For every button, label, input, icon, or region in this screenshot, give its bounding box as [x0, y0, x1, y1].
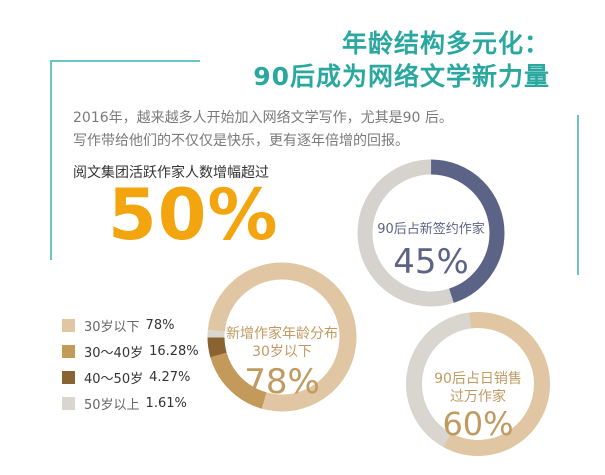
- page-title-line2: 90后成为网络文学新力量: [253, 62, 550, 91]
- intro-text-line1: 2016年，越来越多人开始加入网络文学写作，尤其是90 后。: [73, 110, 453, 126]
- legend-label: 50岁以上: [84, 397, 140, 413]
- donut-age-value: 78%: [244, 362, 320, 402]
- donut-age-label-line1: 新增作家年龄分布: [226, 326, 338, 342]
- legend-value: 78%: [145, 317, 175, 333]
- slice-30岁以下: [207, 262, 357, 412]
- legend-item: 40～50岁 4.27%: [62, 366, 199, 388]
- donut-top-seller-label-line1: 90后占日销售: [434, 371, 522, 387]
- donut-age-distribution: [207, 262, 357, 412]
- legend-swatch-under-30: [62, 318, 75, 332]
- donut-top-seller-value: 60%: [442, 405, 514, 443]
- frame-line-top: [50, 60, 200, 62]
- legend-label: 30岁以下: [84, 319, 140, 335]
- slice-其他: [405, 312, 550, 456]
- legend-value: 4.27%: [149, 369, 191, 385]
- legend-item: 50岁以上 1.61%: [62, 392, 199, 414]
- legend-swatch-40-50: [62, 370, 75, 384]
- donut-top-seller-label-line2: 过万作家: [450, 389, 506, 405]
- legend-value: 16.28%: [149, 343, 199, 359]
- active-writers-growth-value: 50%: [108, 174, 279, 256]
- donut-age-label-line2: 30岁以下: [252, 344, 312, 360]
- donut-new-contract-writers: [357, 159, 505, 307]
- donut-new-contract-label: 90后占新签约作家: [377, 222, 485, 237]
- donut-top-seller-writers: [405, 312, 550, 456]
- legend-item: 30～40岁 16.28%: [62, 340, 199, 362]
- page-title-line1: 年龄结构多元化：: [341, 29, 550, 58]
- slice-其他: [357, 159, 505, 307]
- legend-label: 40～50岁: [84, 371, 144, 387]
- legend-swatch-30-40: [62, 344, 75, 358]
- intro-text-line2: 写作带给他们的不仅仅是快乐，更有逐年倍增的回报。: [73, 133, 409, 149]
- active-writers-growth-label: 阅文集团活跃作家人数增幅超过: [73, 165, 269, 181]
- legend-value: 1.61%: [145, 395, 187, 411]
- frame-line-right: [577, 115, 579, 275]
- age-legend: 30岁以下 78% 30～40岁 16.28% 40～50岁 4.27% 50岁…: [62, 314, 199, 418]
- legend-swatch-over-50: [62, 396, 75, 410]
- donut-new-contract-value: 45%: [393, 242, 469, 282]
- legend-item: 30岁以下 78%: [62, 314, 199, 336]
- frame-line-left: [50, 60, 52, 260]
- legend-label: 30～40岁: [84, 345, 144, 361]
